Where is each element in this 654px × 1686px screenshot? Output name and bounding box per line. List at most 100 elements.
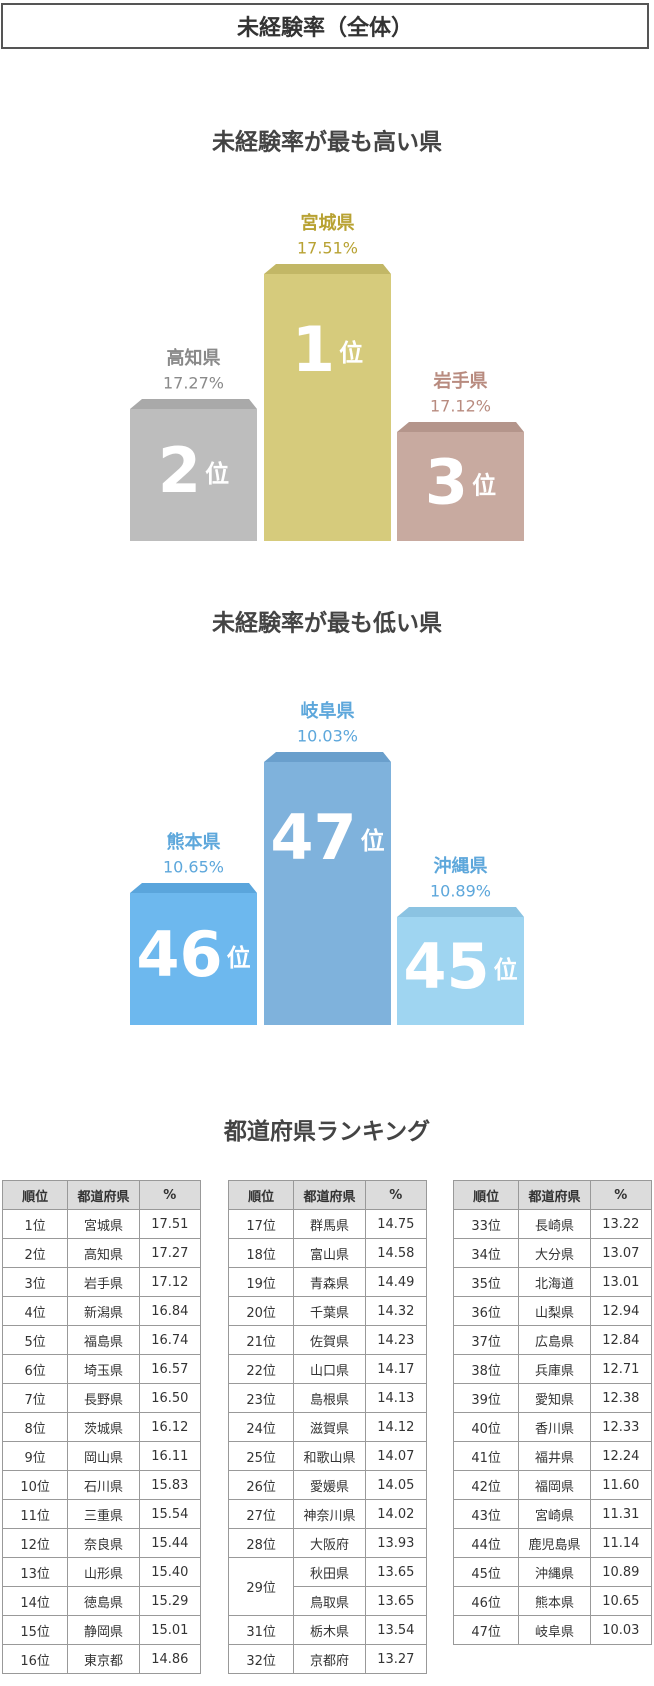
- ranking-row: 44位 鹿児島県 11.14: [452, 1528, 653, 1558]
- ranking-row: 16位 東京都 14.86: [1, 1644, 202, 1674]
- prefecture-cell: 高知県: [67, 1238, 140, 1268]
- ranking-row: 25位 和歌山県 14.07: [227, 1441, 428, 1471]
- prefecture-cell: 愛知県: [518, 1383, 591, 1413]
- rank-number: 47: [270, 801, 356, 874]
- ranking-row: 42位 福岡県 11.60: [452, 1470, 653, 1500]
- rate-cell: 14.13: [364, 1383, 428, 1413]
- ranking-row: 22位 山口県 14.17: [227, 1354, 428, 1384]
- rate-cell: 16.50: [138, 1383, 202, 1413]
- rank-cell: 17位: [227, 1209, 295, 1239]
- place-rate: 10.89%: [430, 882, 491, 901]
- column-header: 都道府県: [518, 1180, 591, 1210]
- rate-cell: 11.60: [589, 1470, 653, 1500]
- rank-number: 2: [158, 434, 201, 507]
- rank-cell: 31位: [227, 1615, 295, 1645]
- rank-cell: 10位: [1, 1470, 69, 1500]
- prefecture-cell: 岩手県: [67, 1267, 140, 1297]
- ranking-row: 32位 京都府 13.27: [227, 1644, 428, 1674]
- rate-cell: 15.54: [138, 1499, 202, 1529]
- ranking-row: 20位 千葉県 14.32: [227, 1296, 428, 1326]
- ranking-row: 46位 熊本県 10.65: [452, 1586, 653, 1616]
- ranking-row: 15位 静岡県 15.01: [1, 1615, 202, 1645]
- ranking-row: 34位 大分県 13.07: [452, 1238, 653, 1268]
- rank-cell: 1位: [1, 1209, 69, 1239]
- podium-bar: [130, 409, 257, 541]
- rate-cell: 12.94: [589, 1296, 653, 1326]
- rate-cell: 14.58: [364, 1238, 428, 1268]
- prefecture-cell: 福岡県: [518, 1470, 591, 1500]
- ranking-row: 18位 富山県 14.58: [227, 1238, 428, 1268]
- prefecture-cell: 新潟県: [67, 1296, 140, 1326]
- rate-cell: 16.12: [138, 1412, 202, 1442]
- ranking-row: 33位 長崎県 13.22: [452, 1209, 653, 1239]
- ranking-row: 19位 青森県 14.49: [227, 1267, 428, 1297]
- rate-cell: 15.44: [138, 1528, 202, 1558]
- prefecture-cell: 三重県: [67, 1499, 140, 1529]
- ranking-row: 5位 福島県 16.74: [1, 1325, 202, 1355]
- rate-cell: 16.84: [138, 1296, 202, 1326]
- ranking-row: 26位 愛媛県 14.05: [227, 1470, 428, 1500]
- prefecture-cell: 千葉県: [293, 1296, 366, 1326]
- rank-cell: 33位: [452, 1209, 520, 1239]
- ranking-row: 24位 滋賀県 14.12: [227, 1412, 428, 1442]
- podium-bar: [397, 432, 524, 541]
- rate-cell: 14.05: [364, 1470, 428, 1500]
- prefecture-cell: 島根県: [293, 1383, 366, 1413]
- place-rank: 47 位: [270, 801, 384, 874]
- rate-cell: 13.07: [589, 1238, 653, 1268]
- rank-number: 45: [403, 930, 489, 1003]
- rank-suffix: 位: [339, 339, 363, 367]
- rate-cell: 14.75: [364, 1209, 428, 1239]
- rate-cell: 13.54: [364, 1615, 428, 1645]
- rank-cell: 28位: [227, 1528, 295, 1558]
- rank-number: 3: [425, 446, 468, 519]
- prefecture-cell: 長野県: [67, 1383, 140, 1413]
- rank-cell: 15位: [1, 1615, 69, 1645]
- place-rate: 17.27%: [163, 374, 224, 393]
- prefecture-cell: 埼玉県: [67, 1354, 140, 1384]
- place-name: 岐阜県: [301, 700, 355, 722]
- rate-cell: 10.65: [589, 1586, 653, 1616]
- podium-bar: [264, 274, 391, 541]
- rate-cell: 13.22: [589, 1209, 653, 1239]
- podium-bar: [264, 762, 391, 1025]
- rank-cell: 3位: [1, 1267, 69, 1297]
- rank-cell: 29位: [227, 1557, 295, 1616]
- ranking-row: 21位 佐賀県 14.23: [227, 1325, 428, 1355]
- prefecture-cell: 佐賀県: [293, 1325, 366, 1355]
- prefecture-cell: 鳥取県: [293, 1586, 366, 1616]
- ranking-row: 17位 群馬県 14.75: [227, 1209, 428, 1239]
- prefecture-cell: 富山県: [293, 1238, 366, 1268]
- ranking-title: 都道府県ランキング: [223, 1119, 431, 1145]
- ranking-row: 13位 山形県 15.40: [1, 1557, 202, 1587]
- prefecture-cell: 宮城県: [67, 1209, 140, 1239]
- rate-cell: 14.12: [364, 1412, 428, 1442]
- ranking-row: 28位 大阪府 13.93: [227, 1528, 428, 1558]
- prefecture-cell: 静岡県: [67, 1615, 140, 1645]
- podium-cap: [397, 422, 524, 432]
- prefecture-cell: 長崎県: [518, 1209, 591, 1239]
- rank-cell: 47位: [452, 1615, 520, 1645]
- column-header: %: [589, 1180, 653, 1210]
- rank-suffix: 位: [472, 472, 496, 500]
- ranking-row: 36位 山梨県 12.94: [452, 1296, 653, 1326]
- rank-cell: 23位: [227, 1383, 295, 1413]
- place-name: 熊本県: [167, 831, 221, 853]
- rate-cell: 12.71: [589, 1354, 653, 1384]
- place-rate: 17.12%: [430, 397, 491, 416]
- rank-cell: 6位: [1, 1354, 69, 1384]
- prefecture-cell: 山形県: [67, 1557, 140, 1587]
- prefecture-cell: 栃木県: [293, 1615, 366, 1645]
- ranking-row: 6位 埼玉県 16.57: [1, 1354, 202, 1384]
- ranking-row: 14位 徳島県 15.29: [1, 1586, 202, 1616]
- prefecture-cell: 山口県: [293, 1354, 366, 1384]
- rank-cell: 42位: [452, 1470, 520, 1500]
- column-header: 都道府県: [293, 1180, 366, 1210]
- prefecture-cell: 香川県: [518, 1412, 591, 1442]
- prefecture-cell: 宮崎県: [518, 1499, 591, 1529]
- rank-cell: 34位: [452, 1238, 520, 1268]
- rank-cell: 5位: [1, 1325, 69, 1355]
- rank-cell: 9位: [1, 1441, 69, 1471]
- rate-cell: 13.27: [364, 1644, 428, 1674]
